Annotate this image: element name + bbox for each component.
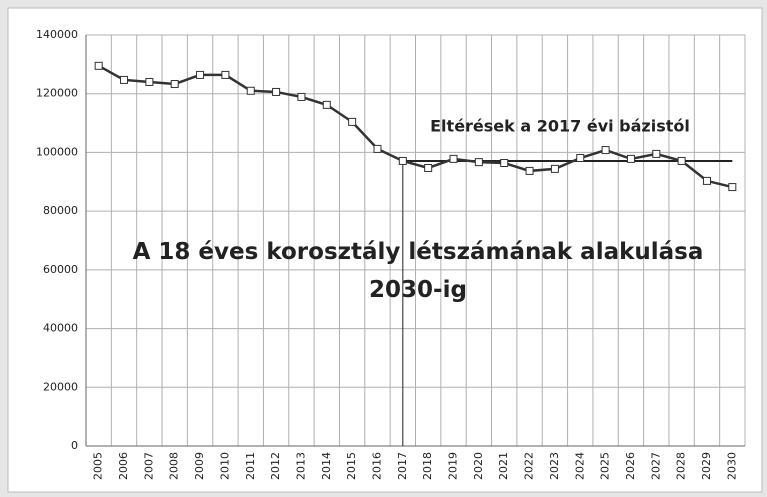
y-tick-label: 60000 [43, 263, 78, 276]
data-point [348, 117, 357, 126]
y-tick-label: 120000 [36, 87, 78, 100]
data-point [550, 164, 559, 173]
x-tick-label: 2023 [548, 452, 561, 480]
x-tick-label: 2028 [675, 452, 688, 480]
x-tick-label: 2030 [725, 452, 738, 480]
x-tick-label: 2022 [523, 452, 536, 480]
data-point [500, 158, 509, 167]
data-point [373, 144, 382, 153]
x-tick-label: 2014 [320, 452, 333, 480]
y-tick-label: 140000 [36, 28, 78, 41]
data-point [677, 156, 686, 165]
data-line [98, 64, 733, 189]
x-tick-label: 2015 [345, 452, 358, 480]
x-tick-label: 2007 [142, 452, 155, 480]
annotation: Eltérések a 2017 évi bázistól [430, 117, 690, 136]
x-tick-label: 2029 [700, 452, 713, 480]
x-tick-label: 2008 [168, 452, 181, 480]
data-point [449, 154, 458, 163]
data-point [246, 86, 255, 95]
y-tick-label: 100000 [36, 145, 78, 158]
x-tick-label: 2010 [218, 452, 231, 480]
data-point [221, 70, 230, 79]
data-point [398, 156, 407, 165]
data-point [702, 176, 711, 185]
y-tick-label: 0 [71, 439, 78, 452]
data-point [728, 183, 737, 192]
data-point [94, 61, 103, 70]
x-tick-label: 2025 [599, 452, 612, 480]
y-tick-label: 20000 [43, 380, 78, 393]
y-tick-label: 80000 [43, 204, 78, 217]
data-point [322, 100, 331, 109]
x-tick-label: 2016 [370, 452, 383, 480]
x-tick-label: 2017 [396, 452, 409, 480]
x-tick-label: 2026 [624, 452, 637, 480]
x-tick-label: 2009 [193, 452, 206, 480]
x-tick-label: 2020 [472, 452, 485, 480]
x-tick-label: 2019 [447, 452, 460, 480]
x-tick-label: 2027 [649, 452, 662, 480]
data-point [196, 70, 205, 79]
x-tick-label: 2006 [117, 452, 130, 480]
x-tick-label: 2013 [294, 452, 307, 480]
x-tick-label: 2005 [92, 452, 105, 480]
data-point [272, 87, 281, 96]
x-tick-label: 2012 [269, 452, 282, 480]
data-point [601, 146, 610, 155]
y-tick-label: 40000 [43, 322, 78, 335]
x-tick-label: 2011 [244, 452, 257, 480]
data-point [120, 75, 129, 84]
data-point [297, 92, 306, 101]
chart-title: A 18 éves korosztály létszámának alakulá… [133, 239, 704, 303]
x-tick-label: 2021 [497, 452, 510, 480]
data-point [170, 80, 179, 89]
data-point [576, 154, 585, 163]
x-tick-label: 2018 [421, 452, 434, 480]
data-point [626, 154, 635, 163]
data-point [145, 77, 154, 86]
data-point [474, 158, 483, 167]
x-tick-label: 2024 [573, 452, 586, 480]
chart-area [7, 7, 763, 493]
data-point [525, 166, 534, 175]
data-point [424, 163, 433, 172]
data-point [652, 149, 661, 158]
